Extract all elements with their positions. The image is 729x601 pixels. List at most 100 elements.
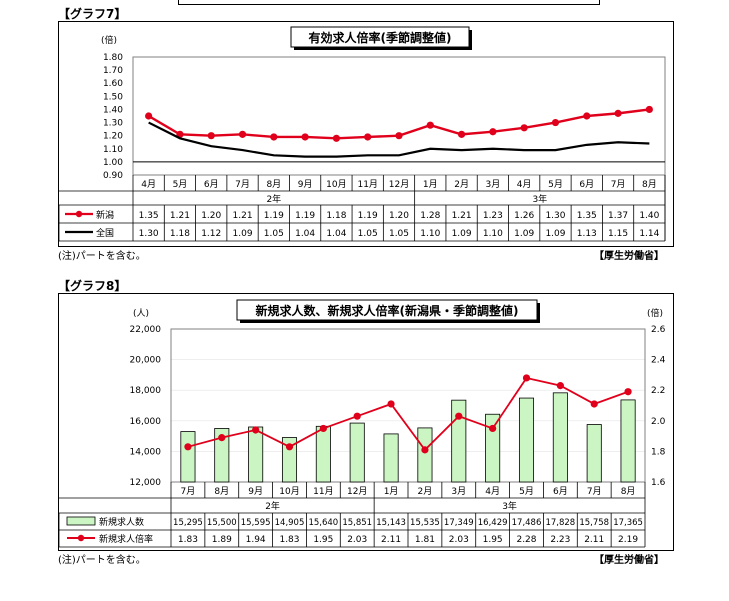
y-tick-label: 1.50 (103, 92, 123, 102)
y-tick-label: 1.70 (103, 66, 123, 76)
table-cell: 17,349 (444, 518, 474, 528)
table-cell: 1.18 (170, 229, 190, 239)
year-label: 3年 (502, 500, 517, 512)
y-tick-label: 1.30 (103, 119, 123, 129)
table-cell: 15,640 (308, 518, 338, 528)
y-tick-label: 1.80 (103, 53, 123, 63)
legend-label: 新規求人数 (99, 516, 144, 528)
table-cell: 1.05 (264, 229, 284, 239)
table-cell: 15,143 (376, 518, 406, 528)
table-cell: 17,486 (512, 518, 542, 528)
bar (417, 427, 433, 483)
x-tick-label: 7月 (611, 179, 626, 190)
table-cell: 15,535 (410, 518, 440, 528)
bar (214, 428, 230, 483)
table-cell: 1.21 (452, 211, 472, 221)
chart-title: 新規求人数、新規求人倍率(新潟県・季節調整値) (256, 303, 519, 318)
x-tick-label: 11月 (313, 486, 333, 497)
table-cell: 1.14 (639, 229, 659, 239)
y-unit: (倍) (101, 34, 117, 46)
y-tick-label-right: 2.0 (651, 417, 666, 427)
chart-title: 有効求人倍率(季節調整値) (309, 30, 452, 45)
table-cell: 1.95 (483, 535, 503, 545)
data-point (207, 132, 215, 140)
x-tick-label: 8月 (642, 179, 657, 190)
table-cell: 1.15 (608, 229, 628, 239)
y-tick-label: 0.90 (103, 171, 123, 181)
title-shadow (469, 30, 472, 50)
table-cell: 1.21 (170, 211, 190, 221)
data-point (556, 382, 564, 390)
table-cell: 1.28 (420, 211, 440, 221)
x-tick-label: 8月 (214, 486, 229, 497)
top-frame-fragment (178, 0, 600, 5)
table-cell: 1.23 (483, 211, 503, 221)
table-cell: 1.19 (264, 211, 284, 221)
table-cell: 15,295 (173, 518, 203, 528)
year-label: 2年 (265, 500, 280, 512)
table-cell: 1.37 (608, 211, 628, 221)
table-cell: 17,828 (545, 518, 575, 528)
x-tick-label: 4月 (517, 179, 532, 190)
y-tick-label-left: 14,000 (130, 447, 162, 457)
table-cell: 1.05 (358, 229, 378, 239)
bar (383, 433, 399, 483)
data-point (301, 133, 309, 141)
y-unit-right: (倍) (647, 307, 663, 319)
y-tick-label-right: 1.6 (651, 478, 666, 488)
table-cell: 1.35 (577, 211, 597, 221)
x-tick-label: 8月 (621, 486, 636, 497)
legend-label: 全国 (96, 227, 114, 239)
table-cell: 2.19 (618, 535, 638, 545)
x-tick-label: 1月 (423, 179, 438, 190)
x-tick-label: 12月 (347, 486, 367, 497)
title-shadow (240, 320, 540, 323)
bar (451, 399, 467, 483)
x-tick-label: 9月 (248, 486, 263, 497)
table-cell: 1.09 (452, 229, 472, 239)
table-cell: 1.40 (639, 211, 659, 221)
series-line-全国 (148, 121, 650, 158)
graph8-note: (注)パートを含む。 (58, 555, 146, 566)
bar (349, 422, 365, 483)
y-tick-label-left: 18,000 (130, 386, 162, 396)
x-tick-label: 7月 (181, 486, 196, 497)
x-tick-label: 1月 (384, 486, 399, 497)
data-point (421, 446, 429, 454)
table-cell: 1.30 (139, 229, 159, 239)
table-cell: 1.05 (389, 229, 409, 239)
x-tick-label: 10月 (279, 486, 299, 497)
data-point (590, 400, 598, 408)
table-cell: 1.19 (358, 211, 378, 221)
table-cell: 15,500 (207, 518, 237, 528)
x-tick-label: 9月 (298, 179, 313, 190)
data-point (489, 424, 497, 433)
data-point (614, 109, 622, 117)
table-cell: 1.10 (420, 229, 440, 239)
y-tick-label: 1.10 (103, 145, 123, 155)
title-shadow (537, 303, 540, 323)
y-tick-label-right: 2.6 (651, 325, 666, 335)
table-cell: 2.03 (347, 535, 367, 545)
table-cell: 1.10 (483, 229, 503, 239)
table-cell: 1.09 (545, 229, 565, 239)
y-tick-label-right: 1.8 (651, 447, 666, 457)
table-cell: 2.03 (449, 535, 469, 545)
x-tick-label: 11月 (357, 179, 377, 190)
bar (315, 425, 331, 483)
y-unit-left: (人) (133, 308, 149, 319)
table-cell: 2.11 (381, 535, 401, 545)
table-cell: 17,365 (613, 518, 643, 528)
data-point (489, 128, 497, 136)
data-point (270, 133, 278, 141)
plot-area (132, 56, 666, 176)
table-cell: 1.94 (246, 535, 266, 545)
data-point (364, 133, 372, 141)
data-point (551, 118, 560, 127)
series-line-ratio (187, 376, 629, 452)
x-tick-label: 2月 (418, 486, 433, 497)
graph7-panel: 有効求人倍率(季節調整値) (倍) 0.90 1.00 1.10 1.20 1.30 1.40… (58, 21, 674, 247)
y-tick-label-left: 22,000 (130, 325, 162, 335)
bar (620, 399, 636, 483)
data-point (353, 412, 361, 420)
